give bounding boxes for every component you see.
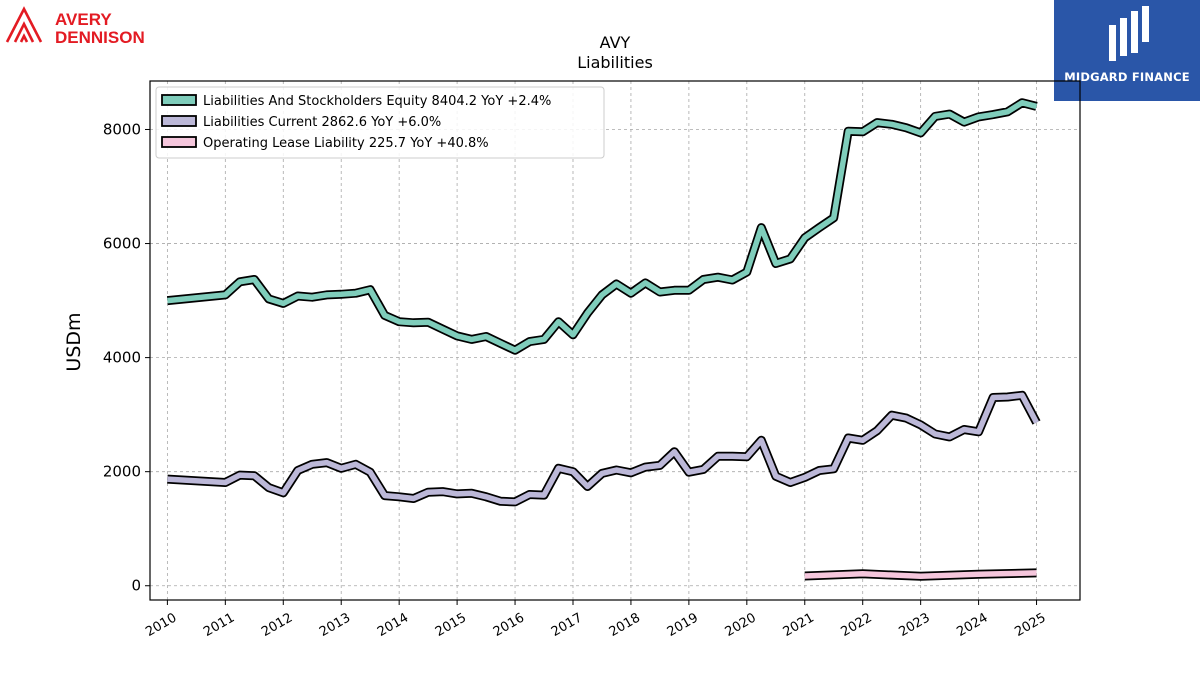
x-tick-label: 2015 [433,610,469,640]
series-line-outline-1 [167,390,1041,507]
logo-text-line2: DENNISON [55,28,145,47]
x-tick-label: 2017 [549,610,585,640]
legend-swatch [161,94,197,106]
avery-dennison-mark-icon [5,6,43,43]
x-tick-label: 2024 [954,610,990,640]
x-tick-label: 2025 [1012,610,1048,640]
x-tick-label: 2023 [896,610,932,640]
legend-box [155,86,605,159]
x-tick-label: 2022 [839,610,875,640]
chart-subtitle: Liabilities [577,53,653,72]
series-line-0 [167,99,1038,353]
legend-entry: Liabilities And Stockholders Equity 8404… [203,94,551,109]
x-tick-label: 2018 [607,610,643,640]
midgard-finance-text: MIDGARD FINANCE [1064,70,1190,84]
logo-text-line1: AVERY [55,10,112,29]
y-tick-label: 4000 [103,349,141,367]
y-axis-label: USDm [63,312,85,371]
y-tick-label: 8000 [103,120,141,138]
x-tick-label: 2020 [723,610,759,640]
y-axis-ticks: 0 2000 4000 6000 8000 [103,120,150,595]
x-tick-label: 2012 [259,610,295,640]
x-tick-label: 2016 [491,610,527,640]
series-lines [166,98,1041,581]
y-tick-label: 6000 [103,235,141,253]
legend-entry: Liabilities Current 2862.6 YoY +6.0% [203,115,441,130]
midgard-finance-logo: MIDGARD FINANCE [1054,0,1200,101]
x-tick-label: 2021 [781,610,817,640]
y-tick-label: 2000 [103,463,141,481]
grid [150,81,1080,600]
series-line-1 [167,392,1039,505]
plot-frame [149,80,1081,601]
avery-dennison-logo: AVERY DENNISON [4,4,164,48]
chart-title: AVY [600,33,631,52]
legend-swatch [161,136,197,148]
legend: Liabilities And Stockholders Equity 8404… [155,86,605,159]
midgard-mark-icon [1109,6,1149,61]
x-tick-label: 2011 [201,610,237,640]
legend-entry: Operating Lease Liability 225.7 YoY +40.… [203,136,489,151]
x-tick-label: 2013 [317,610,353,640]
series-line-2 [804,570,1037,580]
x-tick-label: 2019 [665,610,701,640]
x-axis-ticks: 2010 2011 2012 2013 2014 2015 2016 2017 2018 2019… [143,600,1049,640]
x-tick-label: 2014 [375,610,411,640]
y-tick-label: 0 [131,577,141,595]
x-tick-label: 2010 [143,610,179,640]
legend-swatch [161,115,197,127]
